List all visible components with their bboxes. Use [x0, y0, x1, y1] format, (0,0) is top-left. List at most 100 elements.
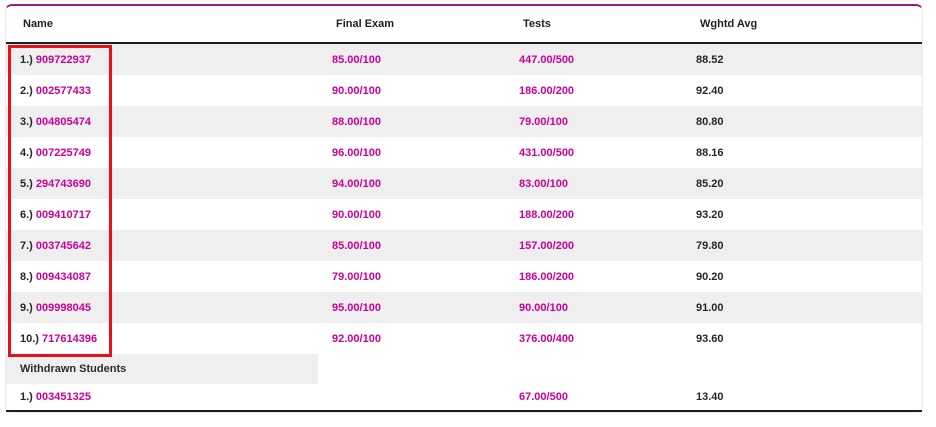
student-id-link[interactable]: 909722937	[35, 53, 91, 66]
tests-cell: 188.00/200	[505, 199, 682, 230]
student-rank: 10.)	[20, 332, 43, 345]
student-name-cell: 5.) 294743690	[6, 168, 318, 199]
withdrawn-section-spacer	[318, 354, 922, 384]
student-name-cell: 10.) 717614396	[6, 323, 318, 354]
final-exam-cell: 90.00/100	[318, 75, 505, 106]
student-row: 10.) 717614396 92.00/100 376.00/400 93.60	[6, 323, 922, 354]
student-rank: 7.)	[20, 239, 36, 252]
student-row: 1.) 909722937 85.00/100 447.00/500 88.52	[6, 43, 922, 75]
student-id-link[interactable]: 003745642	[35, 239, 91, 252]
final-exam-score-link[interactable]: 92.00/100	[332, 332, 381, 345]
tests-score-link[interactable]: 67.00/500	[519, 391, 568, 403]
student-rank: 9.)	[20, 301, 36, 314]
final-exam-score-link[interactable]: 95.00/100	[332, 301, 381, 314]
tests-cell: 186.00/200	[505, 75, 682, 106]
tests-score-link[interactable]: 186.00/200	[519, 270, 575, 283]
student-id-link[interactable]: 004805474	[35, 115, 91, 128]
column-header-tests: Tests	[505, 6, 682, 44]
tests-score-link[interactable]: 188.00/200	[519, 208, 575, 221]
final-exam-score-link[interactable]: 79.00/100	[332, 270, 381, 283]
final-exam-cell: 96.00/100	[318, 137, 505, 168]
student-id-link[interactable]: 294743690	[35, 177, 91, 190]
student-id-link[interactable]: 009998045	[35, 301, 91, 314]
student-id-link[interactable]: 717614396	[42, 332, 98, 345]
tests-score-link[interactable]: 431.00/500	[519, 146, 575, 159]
student-name-cell: 4.) 007225749	[6, 137, 318, 168]
tests-score-link[interactable]: 186.00/200	[519, 84, 575, 97]
grades-table: Name Final Exam Tests Wghtd Avg 1.) 9097…	[6, 6, 922, 412]
withdrawn-students-section-row: Withdrawn Students	[6, 354, 922, 384]
final-exam-score-link[interactable]: 85.00/100	[332, 239, 381, 252]
student-id-link[interactable]: 009434087	[35, 270, 91, 283]
wghtd-avg-cell: 93.60	[696, 332, 724, 345]
student-rank: 3.)	[20, 115, 36, 128]
final-exam-score-link[interactable]: 90.00/100	[332, 84, 381, 97]
student-id-link[interactable]: 003451325	[35, 391, 91, 403]
grades-table-card: Name Final Exam Tests Wghtd Avg 1.) 9097…	[5, 4, 923, 413]
final-exam-score-link[interactable]: 96.00/100	[332, 146, 381, 159]
table-body: 1.) 909722937 85.00/100 447.00/500 88.52 2.)…	[6, 43, 922, 412]
tests-cell: 90.00/100	[505, 292, 682, 323]
student-rank: 1.)	[20, 391, 36, 403]
wghtd-avg-cell: 80.80	[682, 106, 922, 137]
tests-score-link[interactable]: 157.00/200	[519, 239, 575, 252]
tests-cell: 83.00/100	[505, 168, 682, 199]
student-name-cell: 8.) 009434087	[6, 261, 318, 292]
tests-score-link[interactable]: 83.00/100	[519, 177, 568, 190]
student-row: 1.) 003451325 67.00/500 13.40	[6, 384, 922, 412]
tests-cell: 186.00/200	[505, 261, 682, 292]
wghtd-avg-cell: 88.16	[696, 146, 724, 159]
wghtd-avg-cell: 88.52	[682, 43, 922, 75]
student-id-link[interactable]: 009410717	[35, 208, 91, 221]
final-exam-cell: 85.00/100	[318, 43, 505, 75]
student-rank: 4.)	[20, 146, 36, 159]
student-name-cell: 7.) 003745642	[6, 230, 318, 261]
student-id-link[interactable]: 002577433	[35, 84, 91, 97]
student-name-cell: 1.) 003451325	[6, 384, 318, 412]
student-row: 5.) 294743690 94.00/100 83.00/100 85.20	[6, 168, 922, 199]
wghtd-avg-cell: 93.20	[696, 208, 724, 221]
column-header-final-exam: Final Exam	[318, 6, 505, 44]
final-exam-score-link[interactable]: 94.00/100	[332, 177, 381, 190]
student-id-link[interactable]: 007225749	[35, 146, 91, 159]
tests-cell: 67.00/500	[505, 384, 682, 412]
wghtd-avg-cell: 13.40	[682, 384, 922, 412]
student-row: 9.) 009998045 95.00/100 90.00/100 91.00	[6, 292, 922, 323]
final-exam-cell: 79.00/100	[318, 261, 505, 292]
final-exam-score-link[interactable]: 88.00/100	[332, 115, 381, 128]
student-row: 2.) 002577433 90.00/100 186.00/200 92.40	[6, 75, 922, 106]
final-exam-cell: 95.00/100	[318, 292, 505, 323]
tests-score-link[interactable]: 79.00/100	[519, 115, 568, 128]
student-rank: 2.)	[20, 84, 36, 97]
withdrawn-students-section-label: Withdrawn Students	[6, 354, 318, 384]
final-exam-cell: 90.00/100	[318, 199, 505, 230]
tests-score-link[interactable]: 376.00/400	[519, 332, 575, 345]
final-exam-cell: 88.00/100	[318, 106, 505, 137]
final-exam-score-link[interactable]: 90.00/100	[332, 208, 381, 221]
final-exam-cell: 94.00/100	[318, 168, 505, 199]
tests-score-link[interactable]: 447.00/500	[519, 53, 575, 66]
final-exam-cell: 92.00/100	[318, 323, 505, 354]
student-rank: 8.)	[20, 270, 36, 283]
final-exam-cell: 85.00/100	[318, 230, 505, 261]
wghtd-avg-cell: 90.20	[696, 270, 724, 283]
column-header-name: Name	[6, 6, 318, 44]
wghtd-avg-cell: 91.00	[682, 292, 922, 323]
student-name-cell: 6.) 009410717	[6, 199, 318, 230]
student-row: 6.) 009410717 90.00/100 188.00/200 93.20	[6, 199, 922, 230]
student-row: 3.) 004805474 88.00/100 79.00/100 80.80	[6, 106, 922, 137]
wghtd-avg-cell: 92.40	[696, 84, 724, 97]
tests-cell: 376.00/400	[505, 323, 682, 354]
student-name-cell: 1.) 909722937	[6, 43, 318, 75]
tests-score-link[interactable]: 90.00/100	[519, 301, 568, 314]
column-header-wghtd-avg: Wghtd Avg	[682, 6, 922, 44]
student-rank: 1.)	[20, 53, 36, 66]
student-rank: 5.)	[20, 177, 36, 190]
final-exam-cell	[318, 384, 505, 412]
tests-cell: 157.00/200	[505, 230, 682, 261]
tests-cell: 447.00/500	[505, 43, 682, 75]
final-exam-score-link[interactable]: 85.00/100	[332, 53, 381, 66]
student-name-cell: 3.) 004805474	[6, 106, 318, 137]
tests-cell: 431.00/500	[505, 137, 682, 168]
student-name-cell: 9.) 009998045	[6, 292, 318, 323]
